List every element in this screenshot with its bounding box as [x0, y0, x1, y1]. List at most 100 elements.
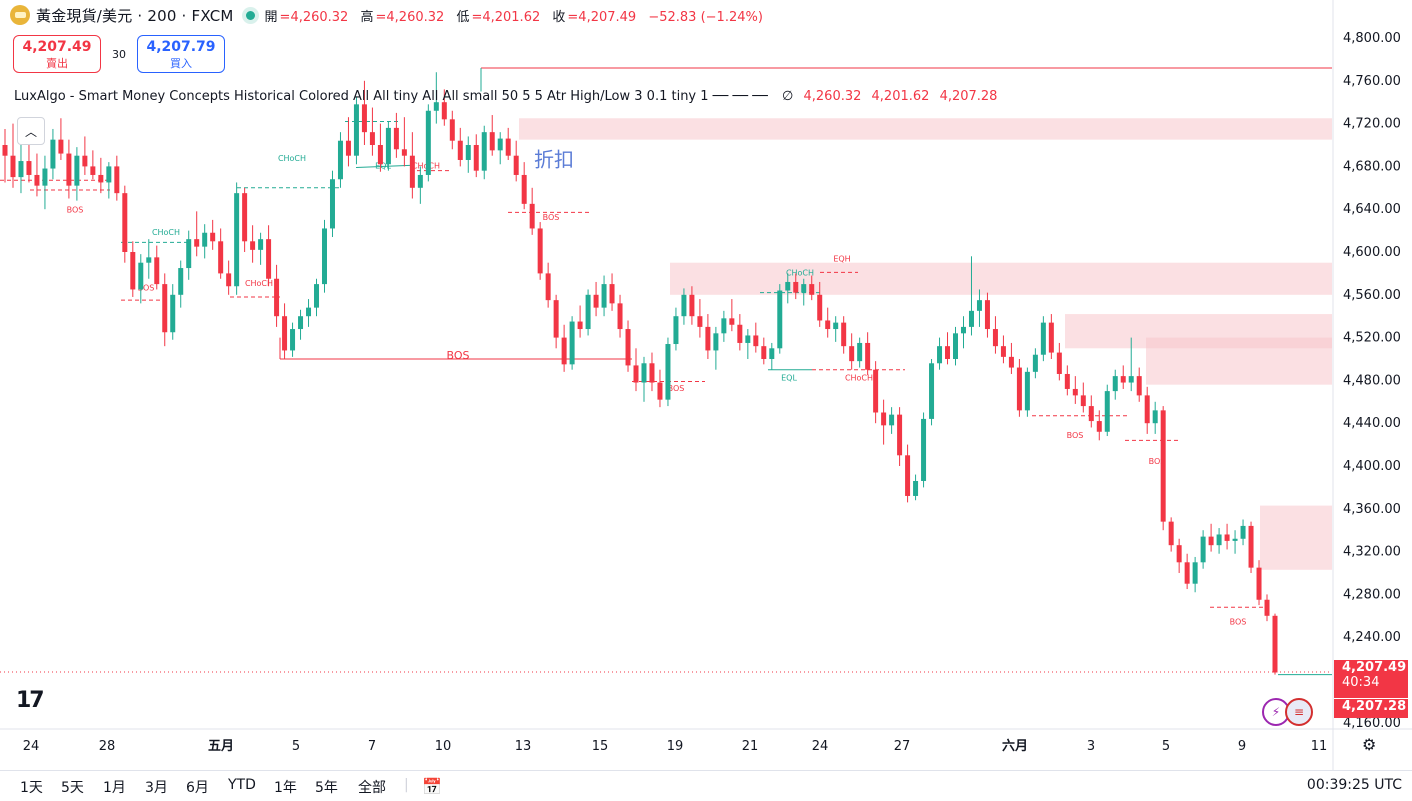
- last-price-tag: 4,207.49 40:34: [1334, 660, 1408, 698]
- candle-body: [553, 300, 559, 338]
- timeframe-ytd[interactable]: YTD: [228, 777, 256, 793]
- timeframe-1d[interactable]: 1天: [20, 780, 43, 796]
- collapse-legend-button[interactable]: ︿: [17, 117, 45, 145]
- smc-structure-label: CHoCH: [245, 279, 273, 288]
- candle-body: [481, 132, 487, 171]
- time-tick-label: 21: [742, 739, 759, 754]
- timeframe-5y[interactable]: 5年: [315, 780, 338, 796]
- candle-body: [657, 382, 663, 400]
- sell-price: 4,207.49: [22, 39, 92, 55]
- candle-body: [66, 153, 72, 186]
- candle-body: [569, 321, 575, 365]
- candle-body: [409, 155, 415, 188]
- candle-body: [1216, 534, 1222, 546]
- candle-body: [210, 232, 216, 242]
- candle-body: [98, 174, 104, 183]
- tradingview-logo[interactable]: 17: [16, 688, 45, 713]
- candle-body: [242, 193, 248, 242]
- candle-body: [50, 139, 56, 169]
- candle-body: [122, 193, 128, 252]
- buy-button[interactable]: 4,207.79 買入: [137, 35, 225, 73]
- candle-body: [953, 333, 959, 359]
- smc-structure-label: BOS: [543, 213, 560, 222]
- candle-body: [1168, 521, 1174, 546]
- candle-body: [1200, 536, 1206, 563]
- candle-body: [976, 300, 982, 311]
- indicator-legend[interactable]: LuxAlgo - Smart Money Concepts Historica…: [14, 89, 997, 104]
- candle-body: [282, 316, 288, 351]
- market-open-status-icon[interactable]: [245, 10, 255, 20]
- candle-body: [369, 132, 375, 145]
- candle-body: [945, 346, 951, 359]
- timeframe-3m[interactable]: 3月: [145, 780, 168, 796]
- symbol-title[interactable]: 黃金現貨/美元 · 200 · FXCM: [36, 6, 234, 25]
- low-label: 低: [456, 9, 470, 25]
- candle-body: [74, 155, 80, 186]
- candle-body: [290, 329, 296, 351]
- timeframe-1m[interactable]: 1月: [103, 780, 126, 796]
- bottom-toolbar: 1天 5天 1月 3月 6月 YTD 1年 5年 全部 | 📅 00:39:25…: [0, 770, 1412, 801]
- candle-body: [1160, 410, 1166, 522]
- price-tick-label: 4,680.00: [1343, 159, 1401, 174]
- smc-structure-label: BOS: [67, 205, 84, 214]
- candle-body: [705, 326, 711, 351]
- candle-body: [577, 321, 583, 330]
- price-tick-label: 4,720.00: [1343, 117, 1401, 132]
- settings-gear-icon[interactable]: ⚙: [1362, 735, 1377, 754]
- candle-body: [529, 203, 535, 229]
- timeframe-6m[interactable]: 6月: [186, 780, 209, 796]
- candle-body: [681, 294, 687, 317]
- us-flag-icon[interactable]: ≡: [1285, 698, 1313, 726]
- candle-body: [1024, 371, 1030, 411]
- candle-body: [809, 284, 815, 295]
- candle-body: [162, 284, 168, 333]
- utc-clock[interactable]: 00:39:25 UTC: [1306, 777, 1402, 793]
- candle-body: [1104, 391, 1110, 432]
- candle-body: [873, 369, 879, 413]
- candle-body: [1232, 538, 1238, 541]
- candle-body: [889, 414, 895, 426]
- time-tick-label: 28: [99, 739, 116, 754]
- candle-body: [737, 324, 743, 343]
- candle-body: [825, 320, 831, 330]
- price-tick-label: 4,360.00: [1343, 502, 1401, 517]
- sell-button[interactable]: 4,207.49 賣出: [13, 35, 101, 73]
- candle-body: [593, 294, 599, 308]
- candle-body: [274, 278, 280, 317]
- ohlc-readout: 開 =4,260.32 高 =4,260.32 低 =4,201.62 收 =4,207…: [265, 6, 765, 25]
- candle-body: [401, 149, 407, 156]
- time-tick-label: 3: [1087, 739, 1095, 754]
- price-tick-label: 4,400.00: [1343, 459, 1401, 474]
- candle-body: [921, 418, 927, 481]
- candle-body: [473, 145, 479, 171]
- candle-body: [353, 104, 359, 156]
- timeframe-all[interactable]: 全部: [358, 780, 386, 796]
- candle-body: [266, 239, 272, 279]
- candle-body: [801, 284, 807, 293]
- calendar-icon[interactable]: 📅: [422, 777, 442, 796]
- high-label: 高: [360, 9, 374, 25]
- smc-structure-label: CHoCH: [152, 228, 180, 237]
- price-tick-label: 4,640.00: [1343, 202, 1401, 217]
- price-tick-label: 4,160.00: [1343, 716, 1401, 731]
- timeframe-1y[interactable]: 1年: [274, 780, 297, 796]
- candle-body: [601, 284, 607, 308]
- price-chart[interactable]: BOS CHoCH BOS CHoCH CHoCH EQL CHoCH BOS BOS BOS CH…: [0, 0, 1412, 770]
- candle-body: [441, 102, 447, 120]
- smc-structure-label: EQL: [781, 373, 797, 382]
- sell-label: 賣出: [46, 57, 68, 70]
- gold-coin-icon: [10, 5, 30, 25]
- candle-body: [513, 155, 519, 175]
- candle-body: [721, 318, 727, 334]
- timeframe-5d[interactable]: 5天: [61, 780, 84, 796]
- candle-body: [170, 294, 176, 333]
- candle-body: [1016, 367, 1022, 411]
- candle-body: [154, 257, 160, 285]
- price-tick-label: 4,440.00: [1343, 416, 1401, 431]
- price-tick-label: 4,800.00: [1343, 31, 1401, 46]
- open-label: 開: [264, 9, 278, 25]
- candle-body: [234, 193, 240, 287]
- candle-body: [984, 300, 990, 330]
- candle-body: [1064, 373, 1070, 389]
- time-tick-label: 13: [515, 739, 532, 754]
